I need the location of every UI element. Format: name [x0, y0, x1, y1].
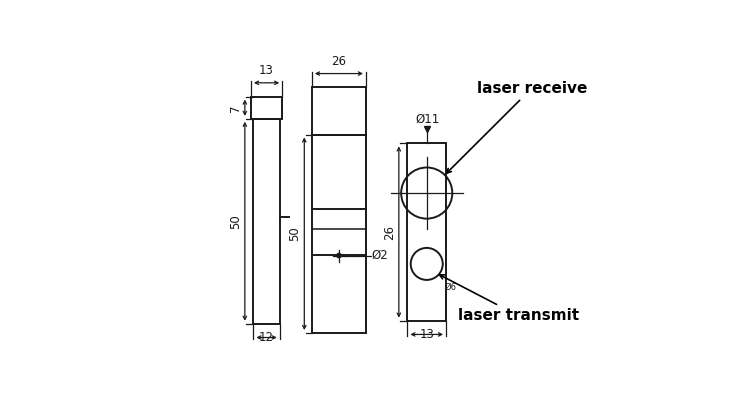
Text: 12: 12 [259, 331, 274, 344]
Text: Ø2: Ø2 [372, 249, 388, 262]
Bar [251, 97, 282, 119]
Text: 13: 13 [260, 64, 274, 77]
Text: Ø6: Ø6 [444, 283, 456, 292]
Text: laser transmit: laser transmit [440, 275, 580, 324]
Text: 26: 26 [382, 224, 396, 240]
Text: 7: 7 [229, 104, 242, 112]
Circle shape [337, 253, 341, 258]
Text: 50: 50 [288, 226, 302, 241]
Text: Ø11: Ø11 [416, 113, 440, 126]
Text: 50: 50 [229, 214, 242, 229]
Text: 26: 26 [332, 55, 346, 68]
Text: 13: 13 [419, 328, 434, 341]
Text: laser receive: laser receive [447, 80, 587, 173]
Bar [407, 144, 446, 320]
Bar [254, 119, 280, 324]
Bar [312, 134, 366, 333]
Bar [312, 86, 366, 134]
